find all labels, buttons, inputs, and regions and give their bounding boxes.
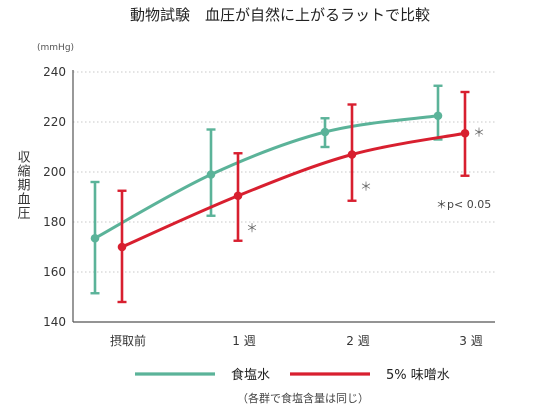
x-category-label-0: 摂取前 xyxy=(110,333,146,348)
y-tick-label-2: 180 xyxy=(43,215,66,229)
significance-marker-3: ＊ xyxy=(473,125,485,139)
axes xyxy=(72,70,495,323)
data-point-0-1 xyxy=(206,170,216,179)
y-tick-label-1: 160 xyxy=(43,265,66,279)
data-point-1-3 xyxy=(460,128,470,138)
legend-label-1: 5% 味噌水 xyxy=(386,368,450,383)
y-axis-label: 収縮期血圧 xyxy=(15,150,31,220)
data-point-1-1 xyxy=(233,191,243,201)
series-line-0 xyxy=(94,114,439,240)
series-line-1 xyxy=(121,131,466,249)
x-category-label-1: 1 週 xyxy=(232,334,255,348)
data-point-0-2 xyxy=(320,127,330,137)
y-tick-label-4: 220 xyxy=(43,115,66,129)
data-point-1-0 xyxy=(117,242,127,252)
series-0 xyxy=(90,84,443,295)
y-unit-label: (mmHg) xyxy=(37,43,74,53)
chart-title: 動物試験 血圧が自然に上がるラットで比較 xyxy=(130,6,430,24)
y-tick-label-3: 200 xyxy=(43,165,66,179)
series-1 xyxy=(117,90,470,304)
x-category-label-3: 3 週 xyxy=(459,334,482,348)
legend: 食塩水 5% 味噌水 xyxy=(135,367,450,383)
legend-item-1: 5% 味噌水 xyxy=(290,368,450,383)
y-tick-label-5: 240 xyxy=(43,65,66,79)
legend-note: （各群で食塩含量は同じ） xyxy=(237,391,369,405)
data-point-0-0 xyxy=(90,233,100,243)
x-category-label-2: 2 週 xyxy=(346,334,369,348)
data-point-1-2 xyxy=(347,150,357,159)
significance-markers: ＊ ＊ ＊ xyxy=(246,125,485,235)
y-tick-label-0: 140 xyxy=(43,315,66,329)
series-layer xyxy=(90,84,470,304)
legend-label-0: 食塩水 xyxy=(231,367,270,383)
y-tick-labels: 140 160 180 200 220 240 xyxy=(43,65,66,329)
x-category-labels: 摂取前 1 週 2 週 3 週 xyxy=(110,333,483,348)
legend-item-0: 食塩水 xyxy=(135,367,270,383)
significance-marker-2: ＊ xyxy=(360,180,372,194)
significance-marker-1: ＊ xyxy=(246,221,258,235)
data-point-0-3 xyxy=(433,111,443,121)
significance-note: ＊p< 0.05 xyxy=(436,198,491,211)
